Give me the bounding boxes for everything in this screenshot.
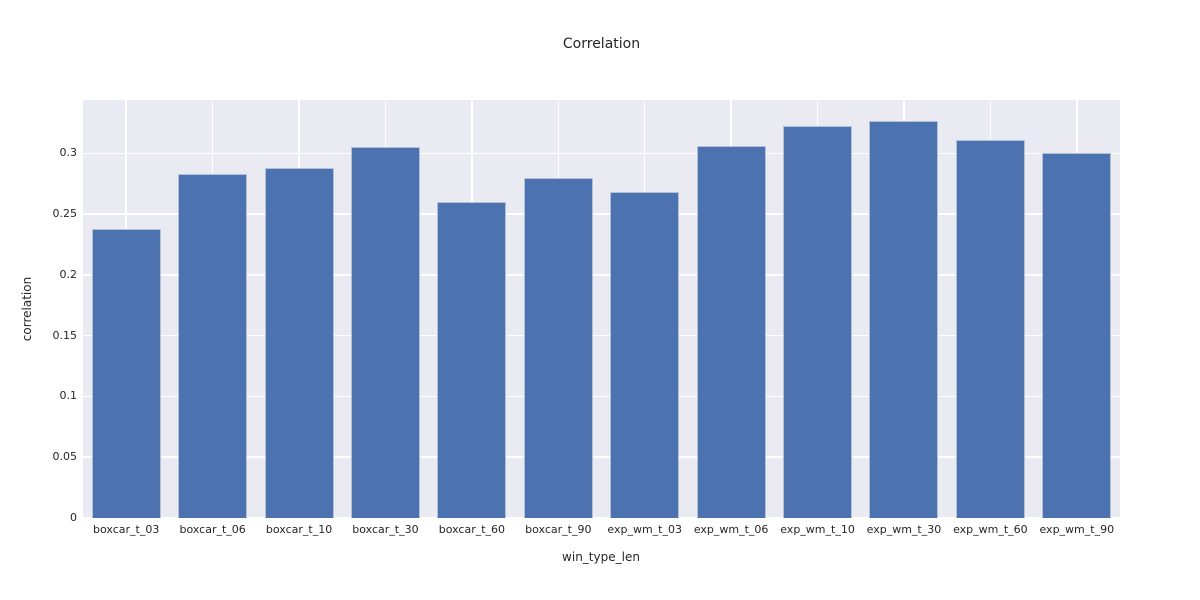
y-tick-label: 0.05	[52, 450, 78, 464]
chart-title: Correlation	[562, 36, 641, 52]
y-tick-label: 0	[70, 511, 77, 524]
bar-boxcar_t_06	[178, 174, 248, 518]
gridline-horizontal	[83, 152, 1120, 155]
gridline-horizontal	[83, 274, 1120, 276]
x-tick-label: boxcar_t_30	[352, 523, 419, 536]
y-tick-label: 0.15	[52, 328, 78, 342]
y-tick-label: 0.2	[59, 267, 78, 281]
x-axis-label: win_type_len	[562, 550, 640, 564]
bar-exp_wm_t_90	[1042, 153, 1112, 518]
bar-exp_wm_t_30	[869, 120, 939, 518]
y-tick-label: 0.3	[59, 146, 78, 160]
x-tick-label: exp_wm_t_30	[866, 523, 942, 536]
bar-exp_wm_t_60	[955, 140, 1025, 518]
x-tick-label: boxcar_t_03	[93, 523, 160, 536]
bar-boxcar_t_03	[91, 228, 161, 518]
x-tick-label: boxcar_t_60	[438, 523, 506, 536]
gridline-horizontal	[83, 213, 1120, 215]
x-tick-label: exp_wm_t_06	[693, 523, 769, 536]
x-tick-label: exp_wm_t_90	[1039, 523, 1115, 536]
bar-exp_wm_t_06	[696, 146, 766, 518]
bar-boxcar_t_30	[350, 147, 420, 518]
x-tick-label: exp_wm_t_03	[607, 523, 682, 536]
y-tick-label: 0.25	[52, 207, 78, 221]
x-tick-label: exp_wm_t_10	[780, 523, 855, 536]
gridline-horizontal	[83, 395, 1120, 398]
bar-boxcar_t_90	[523, 177, 593, 518]
gridline-horizontal	[83, 334, 1120, 337]
bar-boxcar_t_10	[264, 168, 334, 518]
x-tick-label: boxcar_t_10	[265, 523, 333, 536]
plot-area	[83, 100, 1120, 519]
y-tick-label: 0.1	[59, 389, 78, 403]
gridline-horizontal	[83, 517, 1120, 519]
x-tick-label: exp_wm_t_60	[953, 523, 1028, 536]
x-tick-label: boxcar_t_90	[525, 523, 592, 536]
gridline-horizontal	[83, 456, 1120, 458]
x-tick-label: boxcar_t_06	[179, 523, 246, 536]
bar-exp_wm_t_10	[783, 125, 853, 518]
bar-boxcar_t_60	[437, 202, 507, 518]
bar-exp_wm_t_03	[610, 192, 680, 518]
